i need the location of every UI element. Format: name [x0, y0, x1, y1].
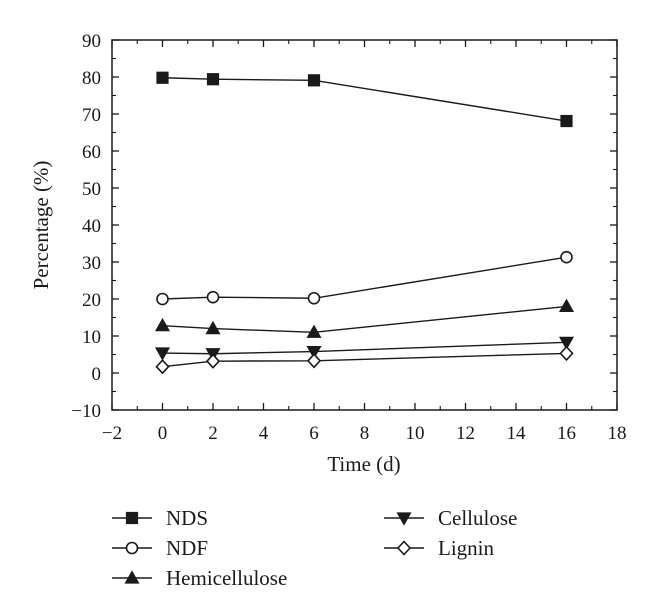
legend-label-lignin: Lignin: [438, 536, 494, 560]
data-point-cellulose: [154, 347, 171, 361]
y-tick-label: 30: [82, 253, 101, 274]
y-tick-label: 20: [82, 290, 101, 311]
x-tick-label: 6: [309, 423, 319, 444]
data-point-lignin: [306, 353, 322, 369]
series-line-ndf: [162, 256, 567, 300]
tick-labels: −2 0 2 4 6 8 10 12 14 16 18 −10 0 10 20 30 40 50 60 70 80 90: [71, 31, 626, 444]
legend-marker-ndf: [125, 541, 139, 555]
x-tick-label: −2: [102, 423, 122, 444]
x-axis-title: Time (d): [327, 452, 400, 476]
data-point-ndf: [560, 250, 573, 264]
legend-marker-nds: [125, 511, 139, 525]
series-markers: [154, 71, 575, 375]
x-tick-label: 12: [456, 423, 475, 444]
y-tick-label: 70: [82, 105, 101, 126]
series-line-nds: [162, 77, 567, 122]
data-point-nds: [307, 74, 321, 87]
y-tick-label: 40: [82, 216, 101, 237]
series-line-cellulose: [162, 341, 567, 355]
data-point-lignin: [559, 345, 574, 362]
data-point-nds: [206, 73, 220, 86]
data-point-hemicellulose: [558, 298, 575, 312]
legend-label-cellulose: Cellulose: [438, 506, 517, 530]
legend-label-ndf: NDF: [166, 536, 208, 560]
legend: NDS NDF Hemicellulose Cellulose Lignin: [112, 506, 517, 590]
data-point-hemicellulose: [154, 317, 171, 332]
y-tick-label: 50: [82, 179, 101, 200]
data-point-nds: [156, 71, 169, 84]
data-point-hemicellulose: [205, 320, 221, 335]
y-tick-label: −10: [71, 401, 101, 422]
legend-label-nds: NDS: [166, 506, 208, 530]
x-tick-label: 0: [158, 423, 168, 444]
y-tick-label: 0: [92, 364, 102, 385]
x-tick-label: 16: [557, 423, 576, 444]
y-axis-title: Percentage (%): [29, 161, 53, 290]
x-tick-label: 14: [507, 423, 527, 444]
x-tick-label: 18: [608, 423, 627, 444]
data-point-ndf: [307, 291, 321, 305]
legend-marker-lignin: [396, 540, 412, 556]
data-point-cellulose: [558, 336, 575, 351]
data-point-hemicellulose: [306, 324, 322, 338]
series-line-hemicellulose: [162, 305, 567, 334]
data-point-ndf: [156, 292, 169, 306]
y-tick-label: 90: [82, 31, 101, 52]
data-point-lignin: [205, 353, 221, 369]
legend-marker-cellulose: [396, 512, 412, 526]
data-point-ndf: [206, 290, 220, 304]
legend-marker-hemicellulose: [124, 570, 140, 584]
series-line-lignin: [162, 352, 567, 368]
x-tick-label: 8: [360, 423, 370, 444]
x-tick-label: 4: [259, 423, 269, 444]
data-point-nds: [560, 114, 573, 128]
legend-label-hemicellulose: Hemicellulose: [166, 566, 287, 590]
y-tick-label: 60: [82, 142, 101, 163]
axis-ticks: [111, 39, 618, 411]
y-tick-label: 10: [82, 327, 101, 348]
x-tick-label: 10: [406, 423, 425, 444]
data-point-lignin: [155, 359, 170, 375]
y-tick-label: 80: [82, 68, 101, 89]
x-tick-label: 2: [208, 423, 218, 444]
series-lines: [162, 77, 567, 368]
data-point-cellulose: [306, 345, 322, 360]
